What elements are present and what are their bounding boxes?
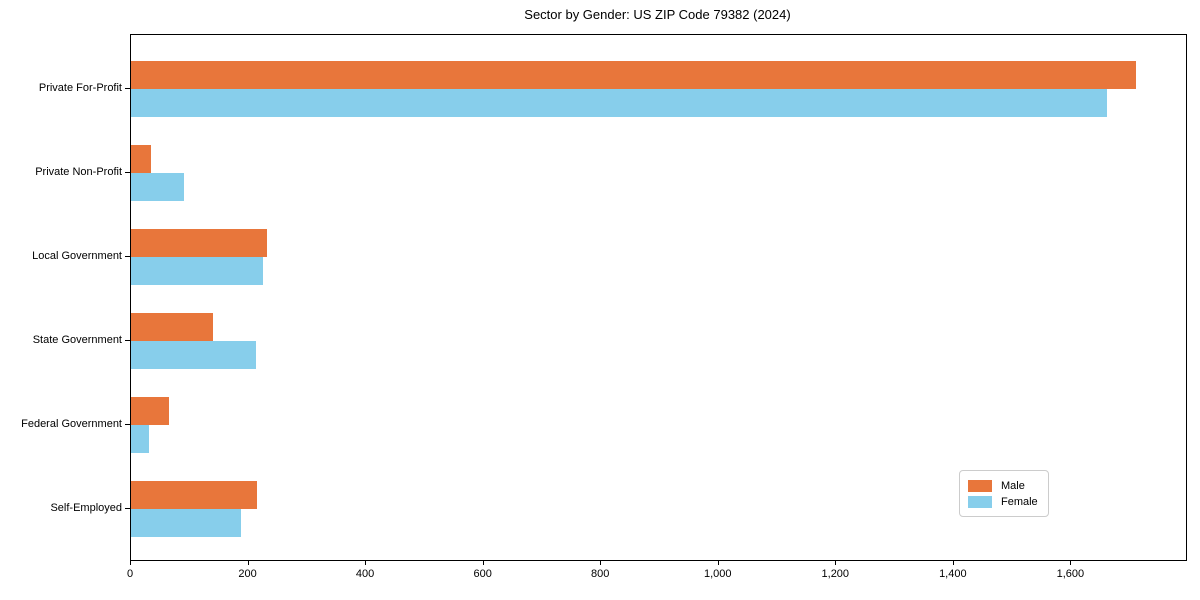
y-tick-mark	[125, 340, 130, 341]
x-tick-label-800: 800	[591, 568, 610, 580]
bar-female-state-government	[131, 341, 256, 369]
x-tick-label-1200: 1,200	[821, 568, 850, 580]
bar-male-private-for-profit	[131, 61, 1136, 89]
x-tick-label-600: 600	[473, 568, 492, 580]
x-tick-label-1400: 1,400	[939, 568, 967, 580]
legend-label-male: Male	[1001, 480, 1025, 492]
chart-title: Sector by Gender: US ZIP Code 79382 (202…	[524, 7, 791, 22]
y-tick-label-self-employed: Self-Employed	[50, 502, 122, 514]
y-tick-mark	[125, 256, 130, 257]
plot-area	[130, 34, 1187, 561]
y-tick-label-private-for-profit: Private For-Profit	[38, 82, 122, 94]
bar-male-state-government	[131, 313, 213, 341]
legend: Male Female	[959, 470, 1049, 517]
x-tick-label-0: 0	[126, 568, 134, 580]
bar-male-federal-government	[131, 397, 169, 425]
y-tick-label-local-government: Local Government	[32, 250, 122, 262]
y-tick-mark	[125, 508, 130, 509]
x-tick-mark	[1070, 560, 1072, 565]
x-tick-label-200: 200	[238, 568, 257, 580]
y-tick-mark	[125, 88, 130, 89]
legend-entry-male: Male	[968, 478, 1040, 494]
bar-female-local-government	[131, 257, 263, 285]
bar-male-local-government	[131, 229, 267, 257]
legend-swatch-male	[968, 480, 992, 492]
x-tick-mark	[247, 560, 249, 565]
legend-label-female: Female	[1001, 496, 1038, 508]
x-tick-label-1600: 1,600	[1056, 568, 1085, 580]
bar-female-private-for-profit	[131, 89, 1107, 117]
bar-male-self-employed	[131, 481, 257, 509]
y-tick-label-federal-government: Federal Government	[21, 418, 122, 430]
x-tick-mark	[600, 560, 602, 565]
x-tick-label-1000: 1,000	[703, 568, 732, 580]
x-tick-mark	[835, 560, 837, 565]
y-tick-mark	[125, 172, 130, 173]
bar-male-private-non-profit	[131, 145, 151, 173]
x-tick-mark	[952, 560, 954, 565]
x-tick-mark	[717, 560, 719, 565]
x-tick-mark	[130, 560, 131, 565]
bar-female-federal-government	[131, 425, 149, 453]
bar-female-private-non-profit	[131, 173, 184, 201]
x-tick-mark	[365, 560, 367, 565]
x-tick-mark	[482, 560, 484, 565]
legend-swatch-female	[968, 496, 992, 508]
legend-entry-female: Female	[968, 494, 1040, 510]
y-tick-label-private-non-profit: Private Non-Profit	[35, 166, 122, 178]
y-tick-mark	[125, 424, 130, 425]
x-tick-label-400: 400	[355, 568, 375, 580]
bar-female-self-employed	[131, 509, 241, 537]
y-tick-label-state-government: State Government	[32, 334, 122, 346]
